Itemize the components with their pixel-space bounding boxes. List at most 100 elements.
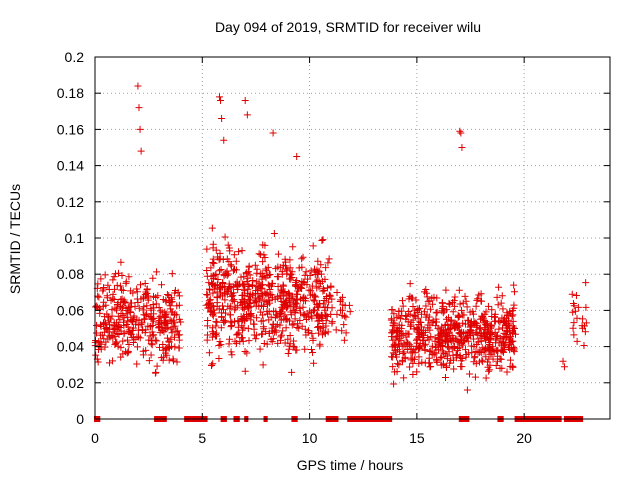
data-point <box>209 302 217 310</box>
data-point <box>484 302 492 310</box>
data-point <box>494 301 502 309</box>
data-point <box>319 300 327 308</box>
data-point <box>474 348 482 356</box>
data-point <box>256 285 264 293</box>
data-point <box>171 322 179 330</box>
data-point <box>572 291 580 299</box>
data-point <box>209 360 217 368</box>
data-point <box>244 274 252 282</box>
data-point <box>135 304 143 312</box>
data-point <box>423 293 431 301</box>
data-point <box>307 309 315 317</box>
data-point <box>508 328 516 336</box>
data-point <box>135 104 143 112</box>
data-point <box>328 295 336 303</box>
data-point <box>225 244 233 252</box>
data-point <box>449 308 457 316</box>
data-point <box>274 250 282 258</box>
data-point <box>158 281 166 289</box>
data-point <box>281 339 289 347</box>
data-point <box>210 259 218 267</box>
data-point <box>282 315 290 323</box>
data-point <box>420 341 428 349</box>
data-point <box>215 305 223 313</box>
data-point <box>411 307 419 315</box>
data-point <box>108 331 116 339</box>
data-point <box>240 324 248 332</box>
data-point <box>305 313 313 321</box>
data-point <box>450 365 458 373</box>
data-point <box>450 356 458 364</box>
plot-frame <box>94 56 611 420</box>
data-point <box>101 343 109 351</box>
data-point <box>166 316 174 324</box>
data-point <box>113 338 121 346</box>
data-point <box>399 350 407 358</box>
data-point <box>427 333 435 341</box>
data-point <box>466 320 474 328</box>
data-point <box>291 315 299 323</box>
data-point <box>276 321 284 329</box>
data-point <box>568 290 576 298</box>
data-point <box>471 373 479 381</box>
data-point <box>458 144 466 151</box>
data-point <box>453 351 461 359</box>
data-point <box>99 302 107 310</box>
data-point <box>437 328 445 336</box>
data-point <box>130 312 138 320</box>
data-point <box>110 295 118 303</box>
data-point <box>212 322 220 330</box>
data-point <box>132 320 140 328</box>
data-point <box>242 269 250 277</box>
data-point <box>281 287 289 295</box>
data-point <box>145 357 153 365</box>
data-point <box>272 308 280 316</box>
data-point <box>281 255 289 263</box>
data-point <box>453 320 461 328</box>
data-point <box>255 250 263 258</box>
data-point <box>426 305 434 313</box>
data-point <box>117 258 125 266</box>
data-point <box>411 312 419 320</box>
data-point <box>310 359 318 367</box>
data-point <box>159 296 167 304</box>
data-point <box>448 345 456 353</box>
data-point <box>241 348 249 356</box>
data-point <box>234 330 242 338</box>
data-point <box>95 293 103 301</box>
data-point <box>156 307 164 315</box>
data-point <box>116 302 124 310</box>
data-point <box>473 296 481 304</box>
data-point <box>203 322 211 330</box>
data-point <box>166 302 174 310</box>
data-point <box>308 314 316 322</box>
data-point <box>510 301 518 309</box>
data-point <box>239 314 247 322</box>
data-point <box>499 305 507 313</box>
data-point <box>480 319 488 327</box>
data-point <box>339 293 347 301</box>
data-point <box>260 339 268 347</box>
data-point <box>217 324 225 332</box>
data-point <box>421 328 429 336</box>
data-point <box>317 312 325 320</box>
data-point <box>287 301 295 309</box>
data-point <box>165 356 173 364</box>
data-point <box>474 295 482 303</box>
data-point <box>291 299 299 307</box>
data-point <box>318 237 326 245</box>
x-tick-label: 15 <box>409 430 425 446</box>
data-point <box>163 344 171 352</box>
data-point <box>319 236 327 244</box>
data-point <box>163 291 171 299</box>
data-point <box>393 368 401 376</box>
data-point <box>174 331 182 339</box>
data-point <box>498 338 506 346</box>
data-point <box>249 277 257 285</box>
data-point <box>120 321 128 329</box>
data-point <box>496 318 504 326</box>
data-point <box>216 267 224 275</box>
data-point <box>289 306 297 314</box>
data-point <box>290 337 298 345</box>
